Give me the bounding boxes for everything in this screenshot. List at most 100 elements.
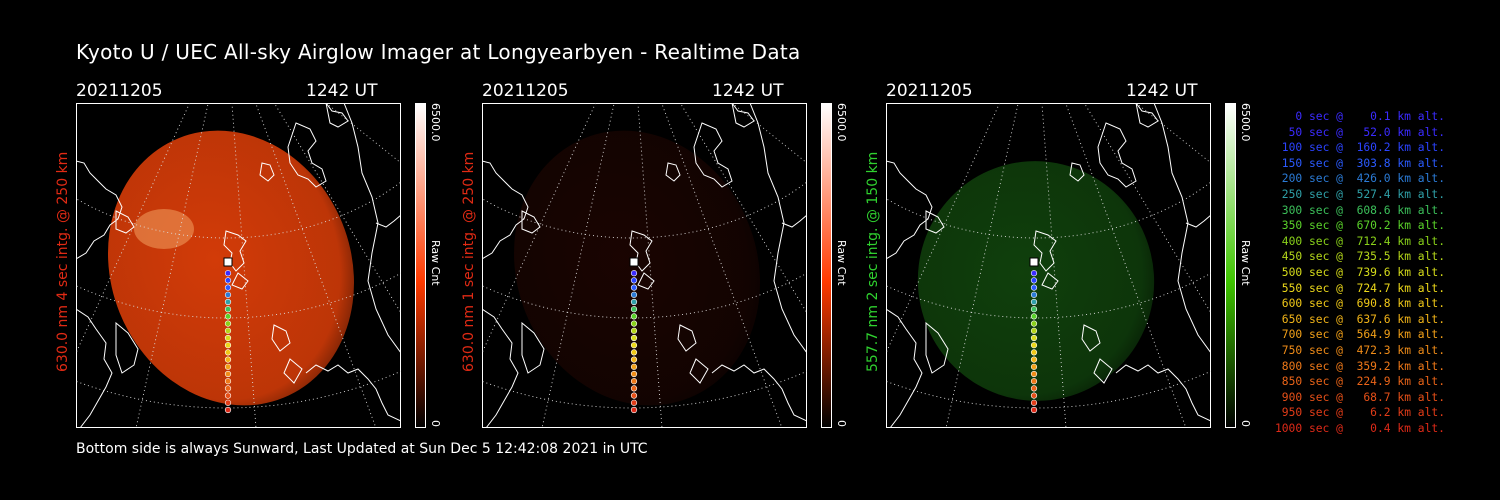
track-point: [224, 392, 232, 399]
track-point: [224, 406, 232, 414]
track-point: [224, 327, 232, 334]
track-point: [224, 342, 232, 349]
track-point: [630, 306, 638, 313]
panel-2-ylabel: 630.0 nm 1 sec intg. @ 250 km: [461, 151, 477, 372]
panel-3-map: [625, 0, 1447, 429]
legend-row: 1000 sec @ 0.4 km alt.: [1274, 421, 1445, 435]
legend-row: 950 sec @ 6.2 km alt.: [1281, 406, 1445, 420]
panel-1-cbar-max: 6500.0: [429, 103, 442, 142]
legend-row: 700 sec @ 564.9 km alt.: [1281, 328, 1445, 342]
track-point: [630, 399, 638, 406]
track-point: [224, 320, 232, 327]
track-point: [630, 313, 638, 320]
track-point: [630, 363, 638, 370]
legend-row: 450 sec @ 735.5 km alt.: [1281, 250, 1445, 264]
legend-row: 400 sec @ 712.4 km alt.: [1281, 234, 1445, 248]
legend-row: 50 sec @ 52.0 km alt.: [1288, 125, 1445, 139]
track-point: [1030, 320, 1038, 327]
track-point: [630, 334, 638, 342]
track-point: [630, 378, 638, 385]
track-point: [630, 284, 638, 291]
track-point: [224, 306, 232, 313]
track-point: [1030, 306, 1038, 313]
panel-3-ylabel: 557.7 nm 2 sec intg. @ 150 km: [865, 151, 881, 372]
track-point: [1030, 342, 1038, 349]
track-point: [1030, 385, 1038, 392]
panel-2-time: 1242 UT: [712, 81, 784, 101]
panel-3-time: 1242 UT: [1126, 81, 1198, 101]
track-point: [224, 270, 232, 277]
legend-row: 600 sec @ 690.8 km alt.: [1281, 297, 1445, 311]
track-point: [1030, 334, 1038, 342]
panel-1-time: 1242 UT: [306, 81, 378, 101]
panel-2-cbar-label: Raw Cnt: [835, 240, 848, 286]
track-point: [224, 385, 232, 392]
panel-3-cbar-label: Raw Cnt: [1239, 240, 1252, 286]
track-point: [1030, 284, 1038, 291]
track-point: [630, 349, 638, 356]
panel-3-cbar-max: 6500.0: [1239, 103, 1252, 142]
legend-row: 800 sec @ 359.2 km alt.: [1281, 359, 1445, 373]
track-point: [224, 399, 232, 406]
legend-row: 300 sec @ 608.6 km alt.: [1281, 203, 1445, 217]
track-point: [1030, 370, 1038, 378]
track-point: [1030, 378, 1038, 385]
track-point: [1030, 349, 1038, 356]
track-point: [224, 298, 232, 306]
track-point: [630, 320, 638, 327]
panel-2-cbar-min: 0: [835, 420, 848, 427]
legend-row: 750 sec @ 472.3 km alt.: [1281, 343, 1445, 357]
legend-row: 200 sec @ 426.0 km alt.: [1281, 172, 1445, 186]
panel-2-map: [221, 0, 1043, 429]
legend-row: 0 sec @ 0.1 km alt.: [1295, 110, 1445, 123]
track-point: [1030, 399, 1038, 406]
legend-row: 850 sec @ 224.9 km alt.: [1281, 375, 1445, 389]
track-point: [1030, 356, 1038, 363]
track-point: [1030, 277, 1038, 284]
track-point: [630, 342, 638, 349]
track-point: [630, 291, 638, 298]
track-point: [1030, 298, 1038, 306]
panel-3-cbar-min: 0: [1239, 420, 1252, 427]
footer-status: Bottom side is always Sunward, Last Upda…: [76, 441, 648, 457]
track-point: [224, 313, 232, 320]
track-point: [224, 334, 232, 342]
track-point: [630, 356, 638, 363]
track-point: [630, 406, 638, 414]
track-point: [224, 349, 232, 356]
track-point: [1030, 392, 1038, 399]
panel-1-ylabel: 630.0 nm 4 sec intg. @ 250 km: [55, 151, 71, 372]
panel-2-date: 20211205: [482, 81, 569, 101]
track-point: [630, 277, 638, 284]
track-point: [630, 327, 638, 334]
panel-1-colorbar: [415, 103, 426, 428]
track-point: [1030, 270, 1038, 277]
panel-2-colorbar: [821, 103, 832, 428]
track-point: [630, 298, 638, 306]
panel-3-date: 20211205: [886, 81, 973, 101]
track-point: [630, 270, 638, 277]
panel-3-colorbar: [1225, 103, 1236, 428]
track-point: [224, 370, 232, 378]
legend-row: 150 sec @ 303.8 km alt.: [1281, 156, 1445, 170]
track-point: [630, 392, 638, 399]
legend-row: 900 sec @ 68.7 km alt.: [1281, 390, 1445, 404]
altitude-legend: 0 sec @ 0.1 km alt. 50 sec @ 52.0 km alt.…: [1255, 109, 1445, 436]
track-point: [224, 277, 232, 284]
page-title: Kyoto U / UEC All-sky Airglow Imager at …: [76, 40, 801, 64]
legend-row: 100 sec @ 160.2 km alt.: [1281, 141, 1445, 155]
track-point: [224, 363, 232, 370]
panel-2-cbar-max: 6500.0: [835, 103, 848, 142]
legend-row: 650 sec @ 637.6 km alt.: [1281, 312, 1445, 326]
panel-1-date: 20211205: [76, 81, 163, 101]
panel-1-map: [0, 0, 637, 429]
legend-row: 350 sec @ 670.2 km alt.: [1281, 219, 1445, 233]
track-point: [1030, 363, 1038, 370]
airglow-field: [107, 130, 355, 406]
legend-row: 550 sec @ 724.7 km alt.: [1281, 281, 1445, 295]
track-point: [224, 378, 232, 385]
legend-row: 500 sec @ 739.6 km alt.: [1281, 265, 1445, 279]
track-point: [224, 356, 232, 363]
legend-row: 250 sec @ 527.4 km alt.: [1281, 187, 1445, 201]
track-point: [1030, 406, 1038, 414]
